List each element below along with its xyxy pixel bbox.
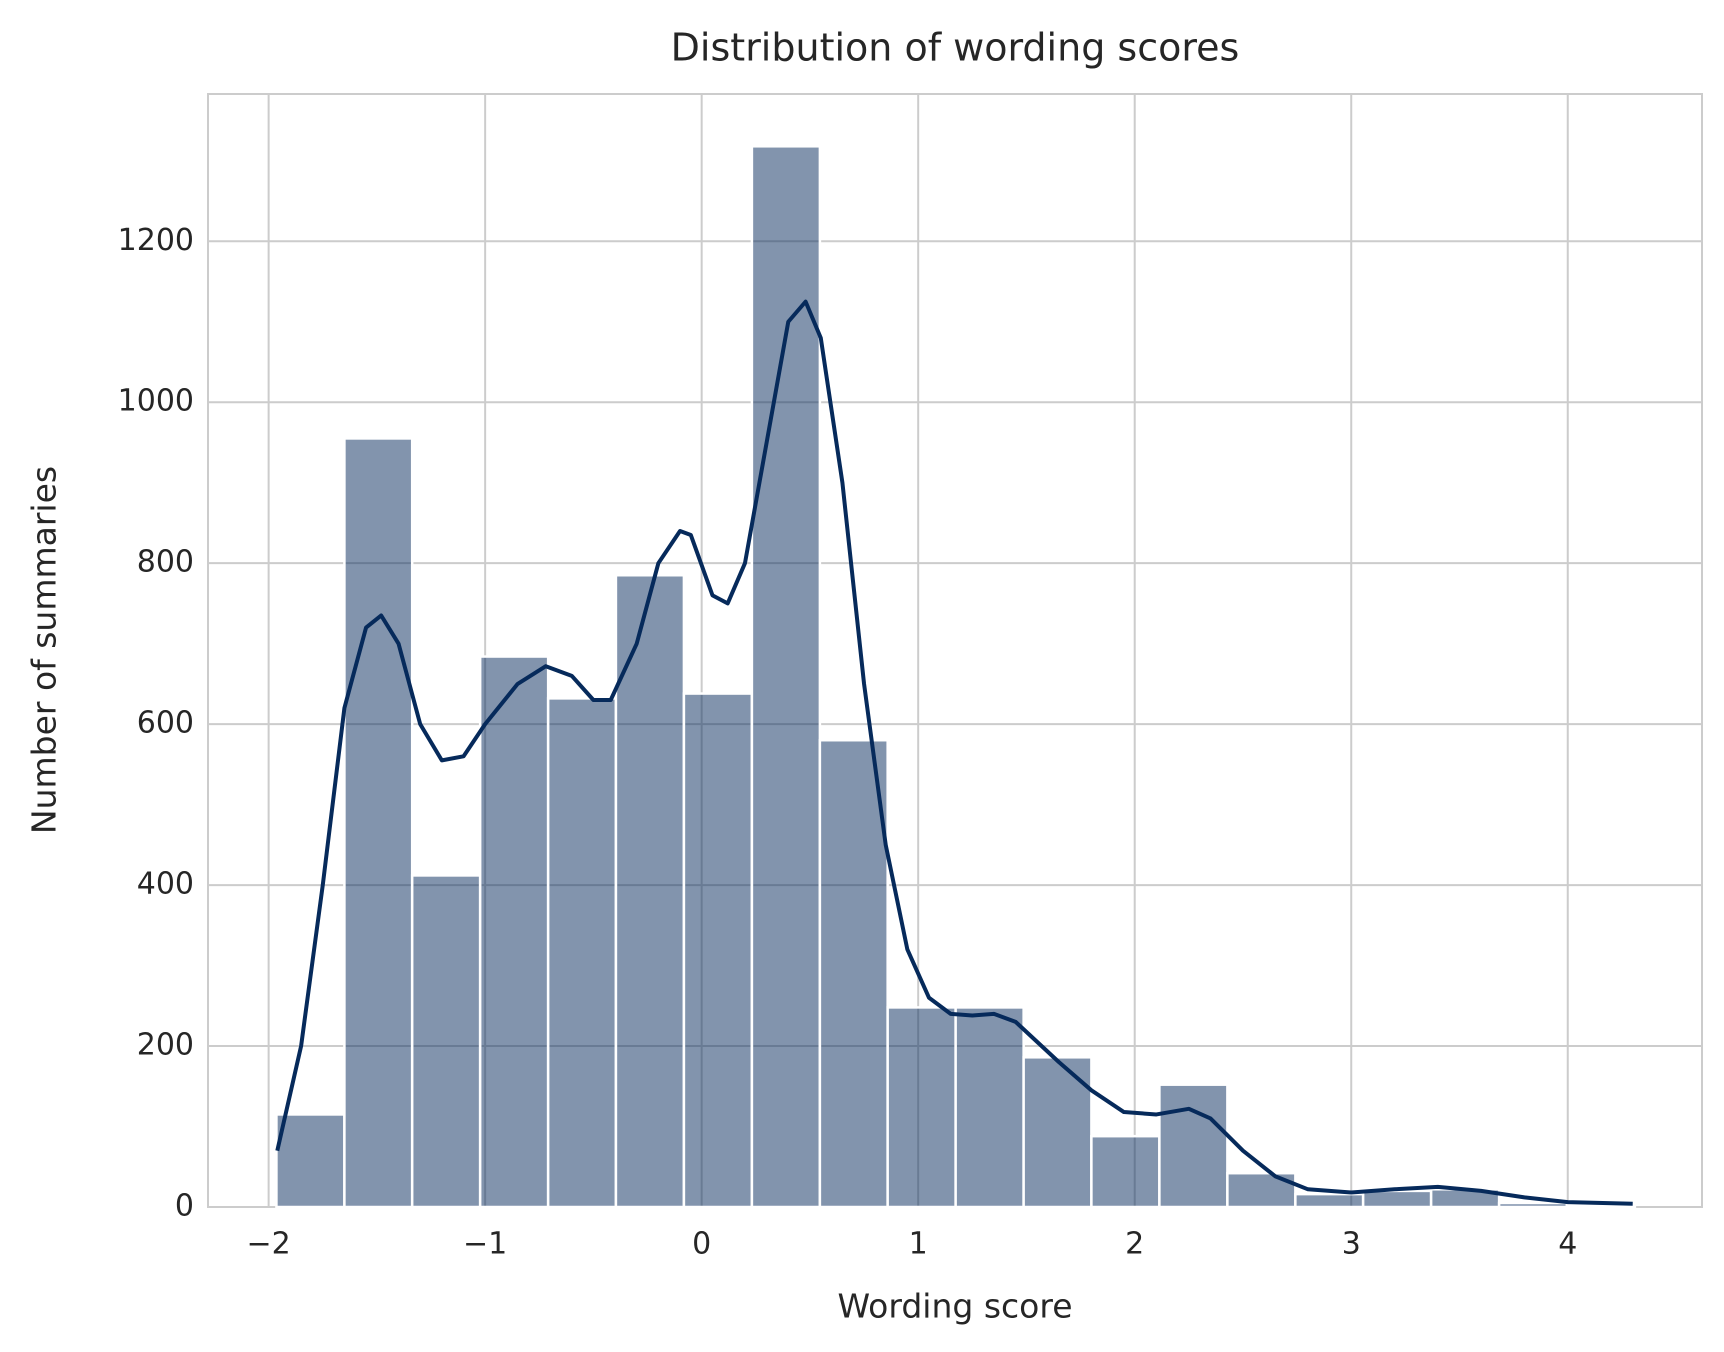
bar [818,738,889,1209]
y-tick-label: 600 [137,706,194,741]
bar [275,1113,346,1209]
y-tick-label: 800 [137,545,194,580]
y-tick-label: 200 [137,1028,194,1063]
x-tick-label: 0 [692,1227,711,1262]
y-axis-label: Number of summaries [25,466,64,834]
bar [1497,1201,1569,1209]
x-tick-label: 4 [1558,1227,1577,1262]
x-tick-label: −2 [247,1227,291,1262]
y-tick-label: 1200 [118,223,194,258]
bar [886,1006,957,1209]
bar [1361,1189,1433,1209]
bar [410,874,482,1209]
x-tick-label: 3 [1342,1227,1361,1262]
bar [954,1006,1025,1209]
bar [1294,1192,1365,1209]
x-axis-label: Wording score [837,1287,1072,1326]
x-tick-label: 2 [1125,1227,1144,1262]
kde-line [275,299,1633,1206]
bar [478,655,550,1209]
bar [614,574,686,1209]
y-tick-label: 1000 [118,384,194,419]
x-tick-label: 1 [909,1227,928,1262]
bar [1090,1134,1161,1209]
bar [1158,1083,1229,1209]
y-tick-label: 0 [175,1189,194,1224]
bar [1565,1204,1637,1209]
chart-title: Distribution of wording scores [671,26,1240,70]
bar [750,145,822,1209]
y-tick-label: 400 [137,867,194,902]
bar [682,692,754,1209]
bar [546,697,618,1209]
bar [343,437,414,1209]
x-tick-label: −1 [463,1227,507,1262]
